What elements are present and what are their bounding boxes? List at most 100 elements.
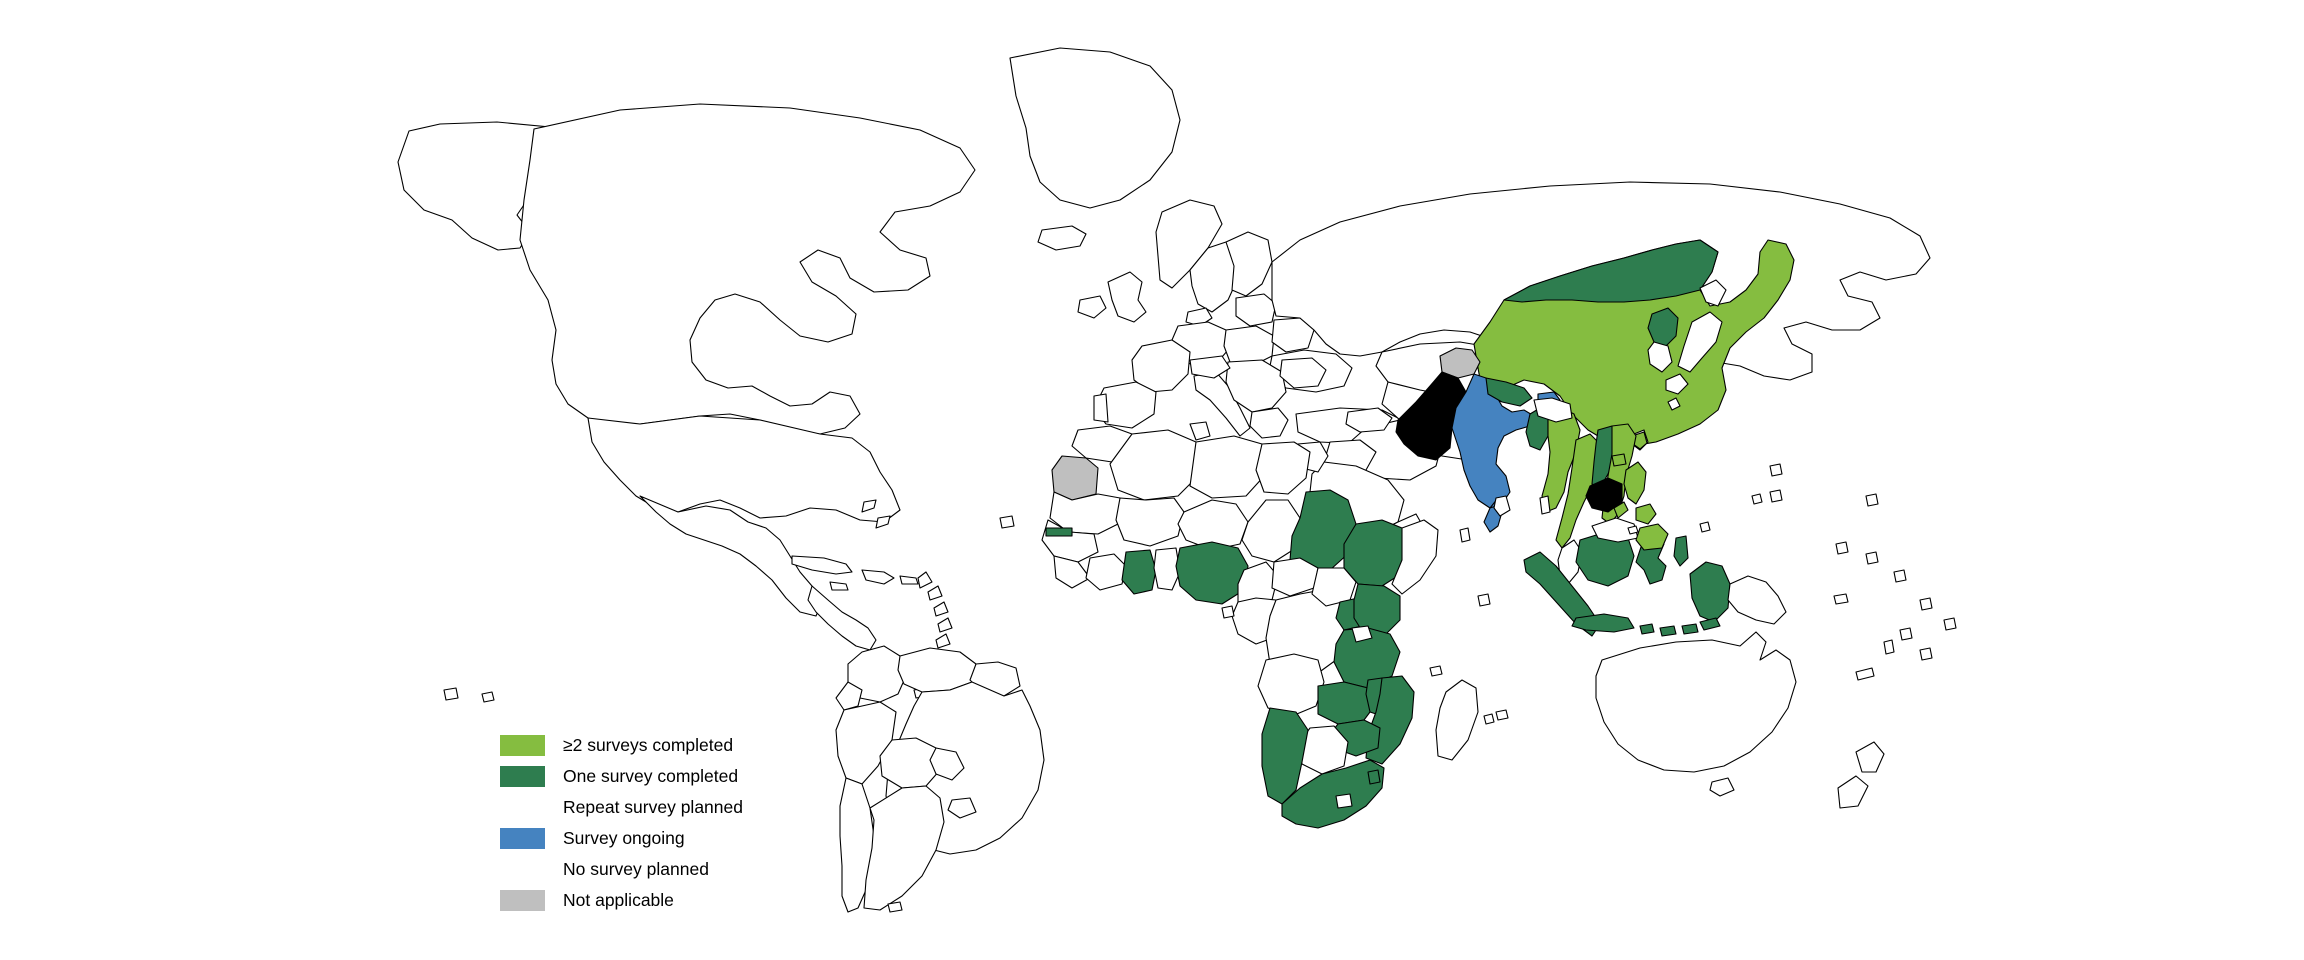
- country-south-africa[interactable]: [1282, 760, 1384, 828]
- island-galapagos: [444, 688, 458, 700]
- country-greenland[interactable]: [1010, 48, 1180, 208]
- country-nepal[interactable]: [1486, 378, 1532, 406]
- country-new-zealand-south[interactable]: [1838, 776, 1868, 808]
- country-swaziland[interactable]: [1368, 770, 1380, 784]
- region-group-oceania: [1460, 398, 1956, 808]
- legend-swatch-two-or-more-surveys-completed: [500, 735, 545, 756]
- country-ethiopia[interactable]: [1344, 520, 1412, 586]
- country-baltics[interactable]: [1236, 294, 1276, 326]
- country-java[interactable]: [1572, 614, 1634, 632]
- island-antilles-3: [934, 602, 948, 616]
- country-italy[interactable]: [1194, 372, 1250, 436]
- legend-swatch-survey-ongoing: [500, 828, 545, 849]
- legend-swatch-one-survey-completed: [500, 766, 545, 787]
- country-egypt[interactable]: [1256, 442, 1310, 494]
- country-south-korea[interactable]: [1648, 342, 1672, 372]
- island-falkland: [888, 902, 902, 912]
- island-solomon: [1834, 594, 1848, 604]
- country-portugal[interactable]: [1094, 394, 1108, 422]
- island-nusa-tenggara-1: [1640, 624, 1654, 634]
- country-nigeria[interactable]: [1176, 542, 1248, 604]
- country-uruguay[interactable]: [948, 798, 976, 818]
- country-gambia-strip[interactable]: [1046, 528, 1072, 536]
- island-pacific-6: [1900, 628, 1912, 640]
- country-australia[interactable]: [1596, 632, 1796, 772]
- country-libya[interactable]: [1190, 436, 1266, 498]
- country-tasmania[interactable]: [1710, 778, 1734, 796]
- country-car[interactable]: [1272, 558, 1318, 596]
- country-canada[interactable]: [520, 104, 975, 434]
- island-hainan[interactable]: [1612, 454, 1626, 466]
- country-mongolia[interactable]: [1504, 240, 1718, 302]
- country-paraguay[interactable]: [930, 748, 964, 780]
- country-switzerland-austria[interactable]: [1190, 356, 1230, 378]
- island-bahamas-2: [876, 516, 890, 528]
- country-northeast-india[interactable]: [1534, 398, 1572, 422]
- country-ivory-coast[interactable]: [1086, 554, 1126, 590]
- country-myanmar[interactable]: [1542, 408, 1580, 512]
- country-lake-victoria: [1352, 626, 1372, 642]
- island-pacific-5: [1944, 618, 1956, 630]
- island-sri-lanka[interactable]: [1494, 496, 1510, 516]
- country-madagascar[interactable]: [1436, 680, 1478, 760]
- country-mexico[interactable]: [640, 496, 822, 616]
- country-usa-contiguous[interactable]: [588, 416, 900, 522]
- island-philippines-visayas[interactable]: [1636, 504, 1656, 524]
- country-western-sahara[interactable]: [1052, 456, 1098, 500]
- country-sierraleone-liberia[interactable]: [1054, 556, 1090, 588]
- country-france[interactable]: [1132, 340, 1190, 392]
- country-puerto-rico[interactable]: [900, 576, 918, 584]
- country-mali[interactable]: [1116, 498, 1184, 546]
- country-west-papua[interactable]: [1690, 562, 1730, 622]
- legend-item-survey-ongoing[interactable]: Survey ongoing: [500, 828, 830, 849]
- legend-item-not-applicable[interactable]: Not applicable: [500, 890, 830, 911]
- country-poland[interactable]: [1224, 326, 1274, 366]
- island-galapagos-2: [482, 692, 494, 702]
- country-balkans[interactable]: [1226, 360, 1286, 412]
- country-japan[interactable]: [1666, 280, 1726, 394]
- island-andaman: [1540, 496, 1550, 514]
- country-jamaica[interactable]: [830, 582, 848, 590]
- country-togo-benin[interactable]: [1154, 548, 1180, 590]
- country-hispaniola[interactable]: [862, 570, 894, 584]
- country-ghana[interactable]: [1122, 550, 1156, 594]
- country-finland[interactable]: [1226, 232, 1272, 296]
- country-algeria[interactable]: [1110, 430, 1200, 500]
- country-iceland[interactable]: [1038, 226, 1086, 250]
- country-greece[interactable]: [1250, 408, 1288, 438]
- country-maluku[interactable]: [1674, 536, 1688, 566]
- country-colombia[interactable]: [848, 646, 906, 702]
- legend-item-one-survey-completed[interactable]: One survey completed: [500, 766, 830, 787]
- island-pacific-1: [1836, 542, 1848, 554]
- country-cuba[interactable]: [792, 556, 852, 574]
- country-malaysia-peninsular[interactable]: [1558, 540, 1582, 584]
- country-new-zealand-north[interactable]: [1856, 742, 1884, 772]
- island-palau: [1700, 522, 1710, 532]
- island-micronesia-2: [1770, 490, 1782, 502]
- island-marshall: [1866, 494, 1878, 506]
- island-philippines-palawan[interactable]: [1614, 502, 1628, 518]
- country-argentina[interactable]: [864, 786, 944, 910]
- country-tunisia[interactable]: [1190, 422, 1210, 440]
- country-namibia[interactable]: [1262, 708, 1308, 804]
- island-nusa-tenggara-2: [1660, 626, 1676, 636]
- country-niger[interactable]: [1178, 500, 1248, 550]
- island-philippines-mindanao[interactable]: [1636, 524, 1668, 550]
- country-north-korea[interactable]: [1648, 308, 1678, 348]
- legend-item-no-survey-planned[interactable]: No survey planned: [500, 859, 830, 880]
- country-central-america[interactable]: [808, 586, 876, 650]
- country-angola[interactable]: [1258, 654, 1324, 716]
- country-uk[interactable]: [1108, 272, 1146, 322]
- legend-item-repeat-survey-planned[interactable]: Repeat survey planned: [500, 797, 830, 818]
- country-peru[interactable]: [836, 702, 896, 784]
- country-papua-new-guinea[interactable]: [1728, 576, 1786, 624]
- country-somalia[interactable]: [1392, 520, 1438, 594]
- country-romania[interactable]: [1280, 358, 1326, 388]
- island-pacific-2: [1866, 552, 1878, 564]
- legend-item-two-or-more-surveys-completed[interactable]: ≥2 surveys completed: [500, 735, 830, 756]
- island-philippines-luzon[interactable]: [1624, 462, 1646, 504]
- country-caucasus[interactable]: [1346, 408, 1392, 432]
- legend-label-survey-ongoing: Survey ongoing: [563, 828, 685, 848]
- country-ireland[interactable]: [1078, 296, 1106, 318]
